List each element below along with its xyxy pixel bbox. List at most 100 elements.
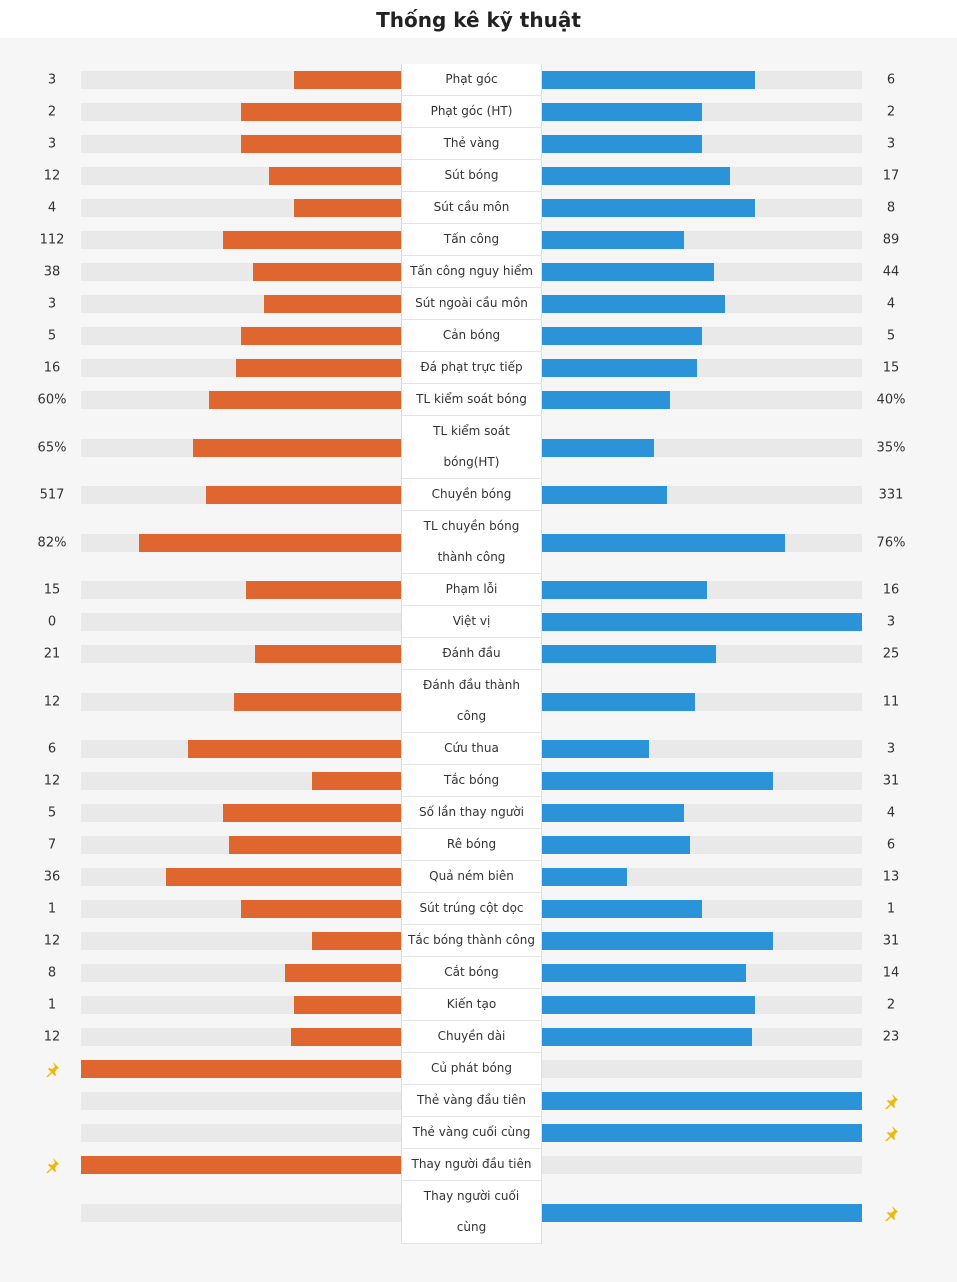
home-bar xyxy=(294,199,401,217)
stat-label: Đánh đầu xyxy=(401,638,542,670)
away-bar xyxy=(542,327,702,345)
stat-row: 12 23 Chuyền dài xyxy=(0,1021,957,1053)
home-value: 12 xyxy=(43,933,61,949)
home-bar xyxy=(235,359,401,377)
away-bar xyxy=(542,359,697,377)
home-value: 21 xyxy=(43,646,61,662)
stat-row: 21 25 Đánh đầu xyxy=(0,638,957,670)
away-bar xyxy=(542,167,730,185)
stat-row: 7 6 Rê bóng xyxy=(0,829,957,861)
away-bar xyxy=(542,1203,862,1222)
home-bar xyxy=(254,645,401,663)
stat-label: TL kiểm soát bóng xyxy=(401,384,542,416)
stat-label: Số lần thay người xyxy=(401,797,542,829)
first-pin xyxy=(44,1157,60,1177)
home-bar xyxy=(268,167,401,185)
away-value: 8 xyxy=(886,200,896,216)
stat-row: 5 4 Số lần thay người xyxy=(0,797,957,829)
stat-row: 3 4 Sút ngoài cầu môn xyxy=(0,288,957,320)
stat-label: Cắt bóng xyxy=(401,957,542,989)
away-bar xyxy=(542,71,756,89)
away-value: 3 xyxy=(886,136,896,152)
home-bar xyxy=(205,486,401,504)
home-value: 60% xyxy=(37,392,67,408)
stat-label: Sút cầu môn xyxy=(401,192,542,224)
away-bar xyxy=(542,103,702,121)
stat-label: TL chuyền bóng thành công xyxy=(401,511,542,574)
home-bar xyxy=(81,1156,401,1174)
away-bar xyxy=(542,836,690,854)
away-bar xyxy=(542,772,773,790)
stat-row: 3 6 Phạt góc xyxy=(0,64,957,96)
stat-label: Đánh đầu thành công xyxy=(401,670,542,733)
home-value: 1 xyxy=(47,997,57,1013)
stat-row: 1 1 Sút trúng cột dọc xyxy=(0,893,957,925)
home-value: 12 xyxy=(43,694,61,709)
home-bar xyxy=(234,692,401,711)
away-bar xyxy=(542,613,862,631)
first-pin xyxy=(883,1205,899,1225)
away-value: 5 xyxy=(886,328,896,344)
stats-panel: 3 6 Phạt góc 2 2 Phạt góc (HT) 3 3 Thẻ vàng 12 17 S… xyxy=(0,38,957,1282)
stat-row: 60% 40% TL kiểm soát bóng xyxy=(0,384,957,416)
home-bar xyxy=(294,996,401,1014)
home-bar xyxy=(291,1028,401,1046)
home-value: 1 xyxy=(47,901,57,917)
away-value: 15 xyxy=(882,360,900,376)
away-bar xyxy=(542,996,756,1014)
stat-row: 6 3 Cứu thua xyxy=(0,733,957,765)
home-value: 12 xyxy=(43,1029,61,1045)
away-bar xyxy=(542,1028,753,1046)
home-value: 15 xyxy=(43,582,61,598)
home-value: 3 xyxy=(47,136,57,152)
away-bar xyxy=(542,804,685,822)
stat-row: 82% 76% TL chuyền bóng thành công xyxy=(0,511,957,574)
home-bar xyxy=(241,900,401,918)
home-value: 6 xyxy=(47,741,57,757)
stat-row: 2 2 Phạt góc (HT) xyxy=(0,96,957,128)
home-value: 517 xyxy=(39,487,65,503)
home-bar xyxy=(81,1060,401,1078)
home-bar xyxy=(165,868,401,886)
away-bar xyxy=(542,932,773,950)
stat-label: Phạt góc (HT) xyxy=(401,96,542,128)
stat-row: Thay người cuối cùng xyxy=(0,1181,957,1244)
away-value: 1 xyxy=(886,901,896,917)
home-bar xyxy=(223,804,401,822)
away-bar xyxy=(542,295,725,313)
away-value: 6 xyxy=(886,837,896,853)
stat-label: Sút trúng cột dọc xyxy=(401,893,542,925)
away-value: 17 xyxy=(882,168,900,184)
away-value: 89 xyxy=(882,232,900,248)
title: Thống kê kỹ thuật xyxy=(376,8,581,32)
away-value: 14 xyxy=(882,965,900,981)
away-value: 2 xyxy=(886,104,896,120)
home-bar xyxy=(241,327,401,345)
stat-label: Cản bóng xyxy=(401,320,542,352)
home-value: 2 xyxy=(47,104,57,120)
away-value: 11 xyxy=(882,694,900,709)
away-value: 16 xyxy=(882,582,900,598)
away-bar xyxy=(542,692,696,711)
home-bar xyxy=(284,964,401,982)
home-value: 4 xyxy=(47,200,57,216)
home-value: 16 xyxy=(43,360,61,376)
home-value: 12 xyxy=(43,168,61,184)
away-bar xyxy=(542,135,702,153)
home-bar xyxy=(294,71,401,89)
stat-row: Thẻ vàng cuối cùng xyxy=(0,1117,957,1149)
away-bar xyxy=(542,900,702,918)
first-pin xyxy=(883,1125,899,1145)
away-value: 3 xyxy=(886,614,896,630)
stat-row: Thẻ vàng đầu tiên xyxy=(0,1085,957,1117)
away-value: 31 xyxy=(882,773,900,789)
away-value: 331 xyxy=(878,487,904,503)
stat-label: Phạm lỗi xyxy=(401,574,542,606)
stat-label: Tắc bóng xyxy=(401,765,542,797)
away-bar xyxy=(542,740,649,758)
away-bar xyxy=(542,964,746,982)
home-value: 12 xyxy=(43,773,61,789)
stat-label: Thẻ vàng cuối cùng xyxy=(401,1117,542,1149)
page: Thống kê kỹ thuật 3 6 Phạt góc 2 2 Phạt góc (… xyxy=(37,8,906,1244)
stat-row: 0 3 Việt vị xyxy=(0,606,957,638)
